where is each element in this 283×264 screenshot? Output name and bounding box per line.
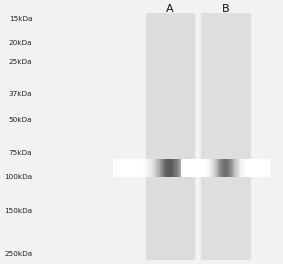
Bar [145,13,194,260]
Bar [201,13,250,260]
Text: A: A [166,4,173,15]
Text: B: B [222,4,229,15]
